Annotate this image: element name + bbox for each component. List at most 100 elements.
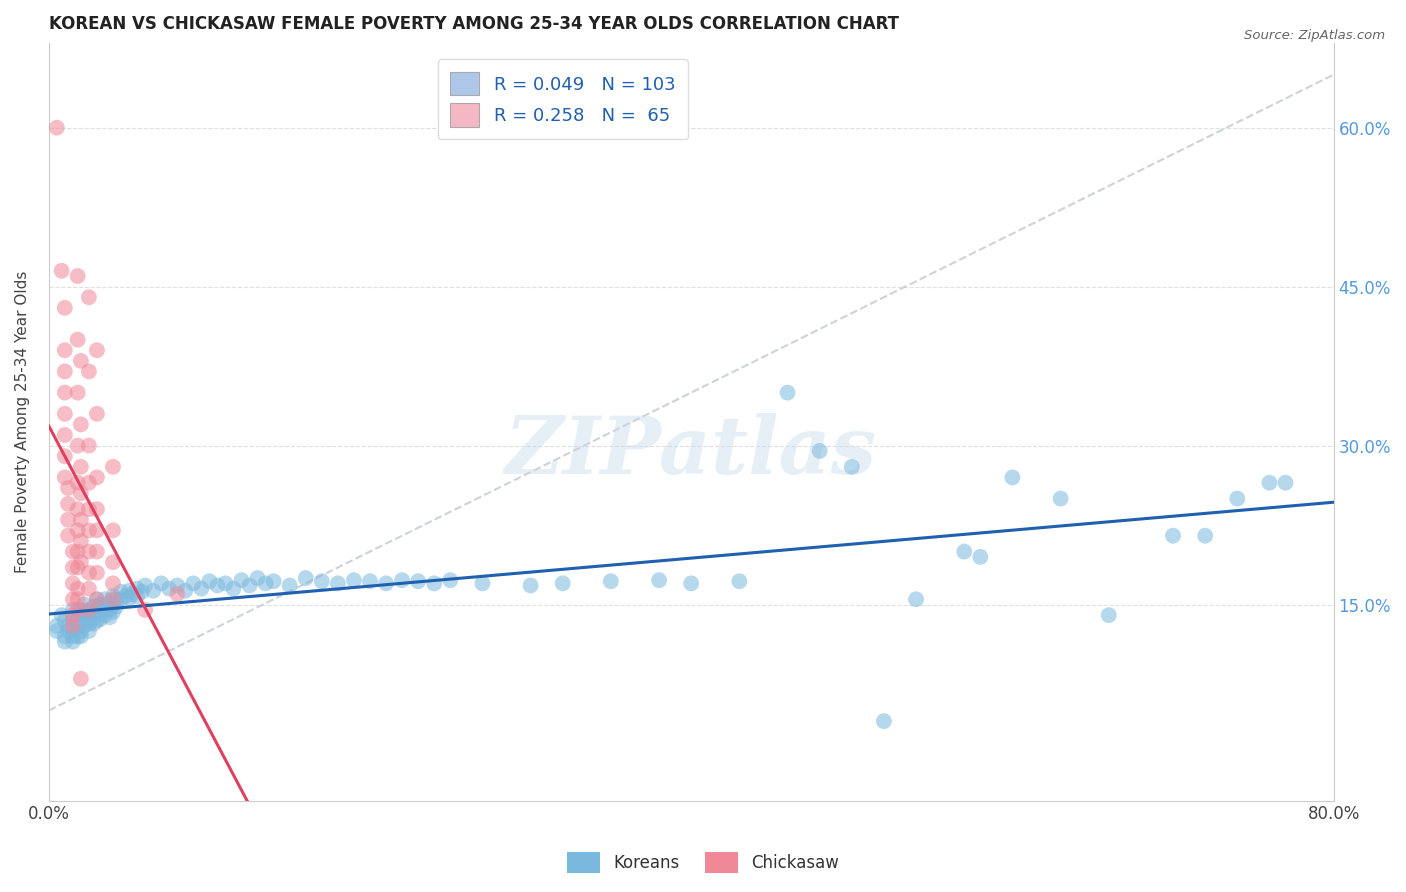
Point <box>70 624 93 638</box>
Point <box>51 608 73 623</box>
Point <box>599 574 621 589</box>
Point <box>66 603 89 617</box>
Point <box>77 624 100 638</box>
Text: Source: ZipAtlas.com: Source: ZipAtlas.com <box>1244 29 1385 42</box>
Point <box>53 634 76 648</box>
Point <box>70 354 93 368</box>
Point <box>70 459 93 474</box>
Point <box>222 582 245 596</box>
Point <box>62 544 84 558</box>
Point <box>98 603 121 617</box>
Point <box>77 475 100 490</box>
Point <box>56 619 79 633</box>
Point <box>101 589 124 603</box>
Text: ZIPatlas: ZIPatlas <box>505 413 877 491</box>
Point <box>681 576 703 591</box>
Point <box>62 560 84 574</box>
Point <box>86 599 108 614</box>
Point <box>142 583 165 598</box>
Point <box>231 573 253 587</box>
Point <box>86 524 108 538</box>
Point <box>77 364 100 378</box>
Point <box>53 614 76 628</box>
Point <box>214 576 236 591</box>
Point <box>73 608 96 623</box>
Point <box>101 605 124 619</box>
Point <box>198 574 221 589</box>
Point <box>115 589 138 603</box>
Point <box>166 578 188 592</box>
Point <box>359 574 381 589</box>
Point <box>62 603 84 617</box>
Point <box>77 616 100 631</box>
Point <box>101 598 124 612</box>
Point <box>53 301 76 315</box>
Point <box>1001 470 1024 484</box>
Point <box>1049 491 1071 506</box>
Point <box>423 576 446 591</box>
Point <box>86 592 108 607</box>
Point <box>66 439 89 453</box>
Point <box>73 619 96 633</box>
Point <box>294 571 316 585</box>
Point <box>62 634 84 648</box>
Point <box>45 120 67 135</box>
Point <box>841 459 863 474</box>
Point <box>157 582 180 596</box>
Point <box>190 582 212 596</box>
Point <box>66 475 89 490</box>
Point <box>70 486 93 500</box>
Point <box>66 268 89 283</box>
Point <box>1258 475 1281 490</box>
Point <box>439 573 461 587</box>
Point <box>53 364 76 378</box>
Point <box>238 578 260 592</box>
Point <box>86 502 108 516</box>
Point <box>77 603 100 617</box>
Point <box>118 583 141 598</box>
Point <box>62 624 84 638</box>
Point <box>77 290 100 304</box>
Point <box>86 470 108 484</box>
Point <box>45 624 67 638</box>
Point <box>94 608 117 623</box>
Point <box>207 578 229 592</box>
Point <box>263 574 285 589</box>
Point <box>86 614 108 628</box>
Point <box>181 576 204 591</box>
Point <box>1226 491 1249 506</box>
Point <box>969 549 991 564</box>
Point <box>905 592 928 607</box>
Point <box>83 616 105 631</box>
Point <box>343 573 366 587</box>
Point <box>53 629 76 643</box>
Point <box>110 592 132 607</box>
Point <box>66 619 89 633</box>
Point <box>1161 529 1184 543</box>
Point <box>53 343 76 358</box>
Point <box>70 629 93 643</box>
Point <box>110 585 132 599</box>
Point <box>127 582 149 596</box>
Point <box>66 629 89 643</box>
Point <box>98 595 121 609</box>
Point <box>62 576 84 591</box>
Point <box>62 614 84 628</box>
Point <box>89 606 111 620</box>
Point <box>131 585 153 599</box>
Point <box>62 608 84 623</box>
Point <box>66 524 89 538</box>
Point <box>105 592 128 607</box>
Point <box>51 264 73 278</box>
Point <box>53 407 76 421</box>
Point <box>66 608 89 623</box>
Point <box>70 555 93 569</box>
Point <box>94 599 117 614</box>
Point <box>89 612 111 626</box>
Point <box>86 544 108 558</box>
Point <box>77 439 100 453</box>
Point <box>776 385 799 400</box>
Point <box>53 470 76 484</box>
Point <box>66 592 89 607</box>
Point <box>86 592 108 607</box>
